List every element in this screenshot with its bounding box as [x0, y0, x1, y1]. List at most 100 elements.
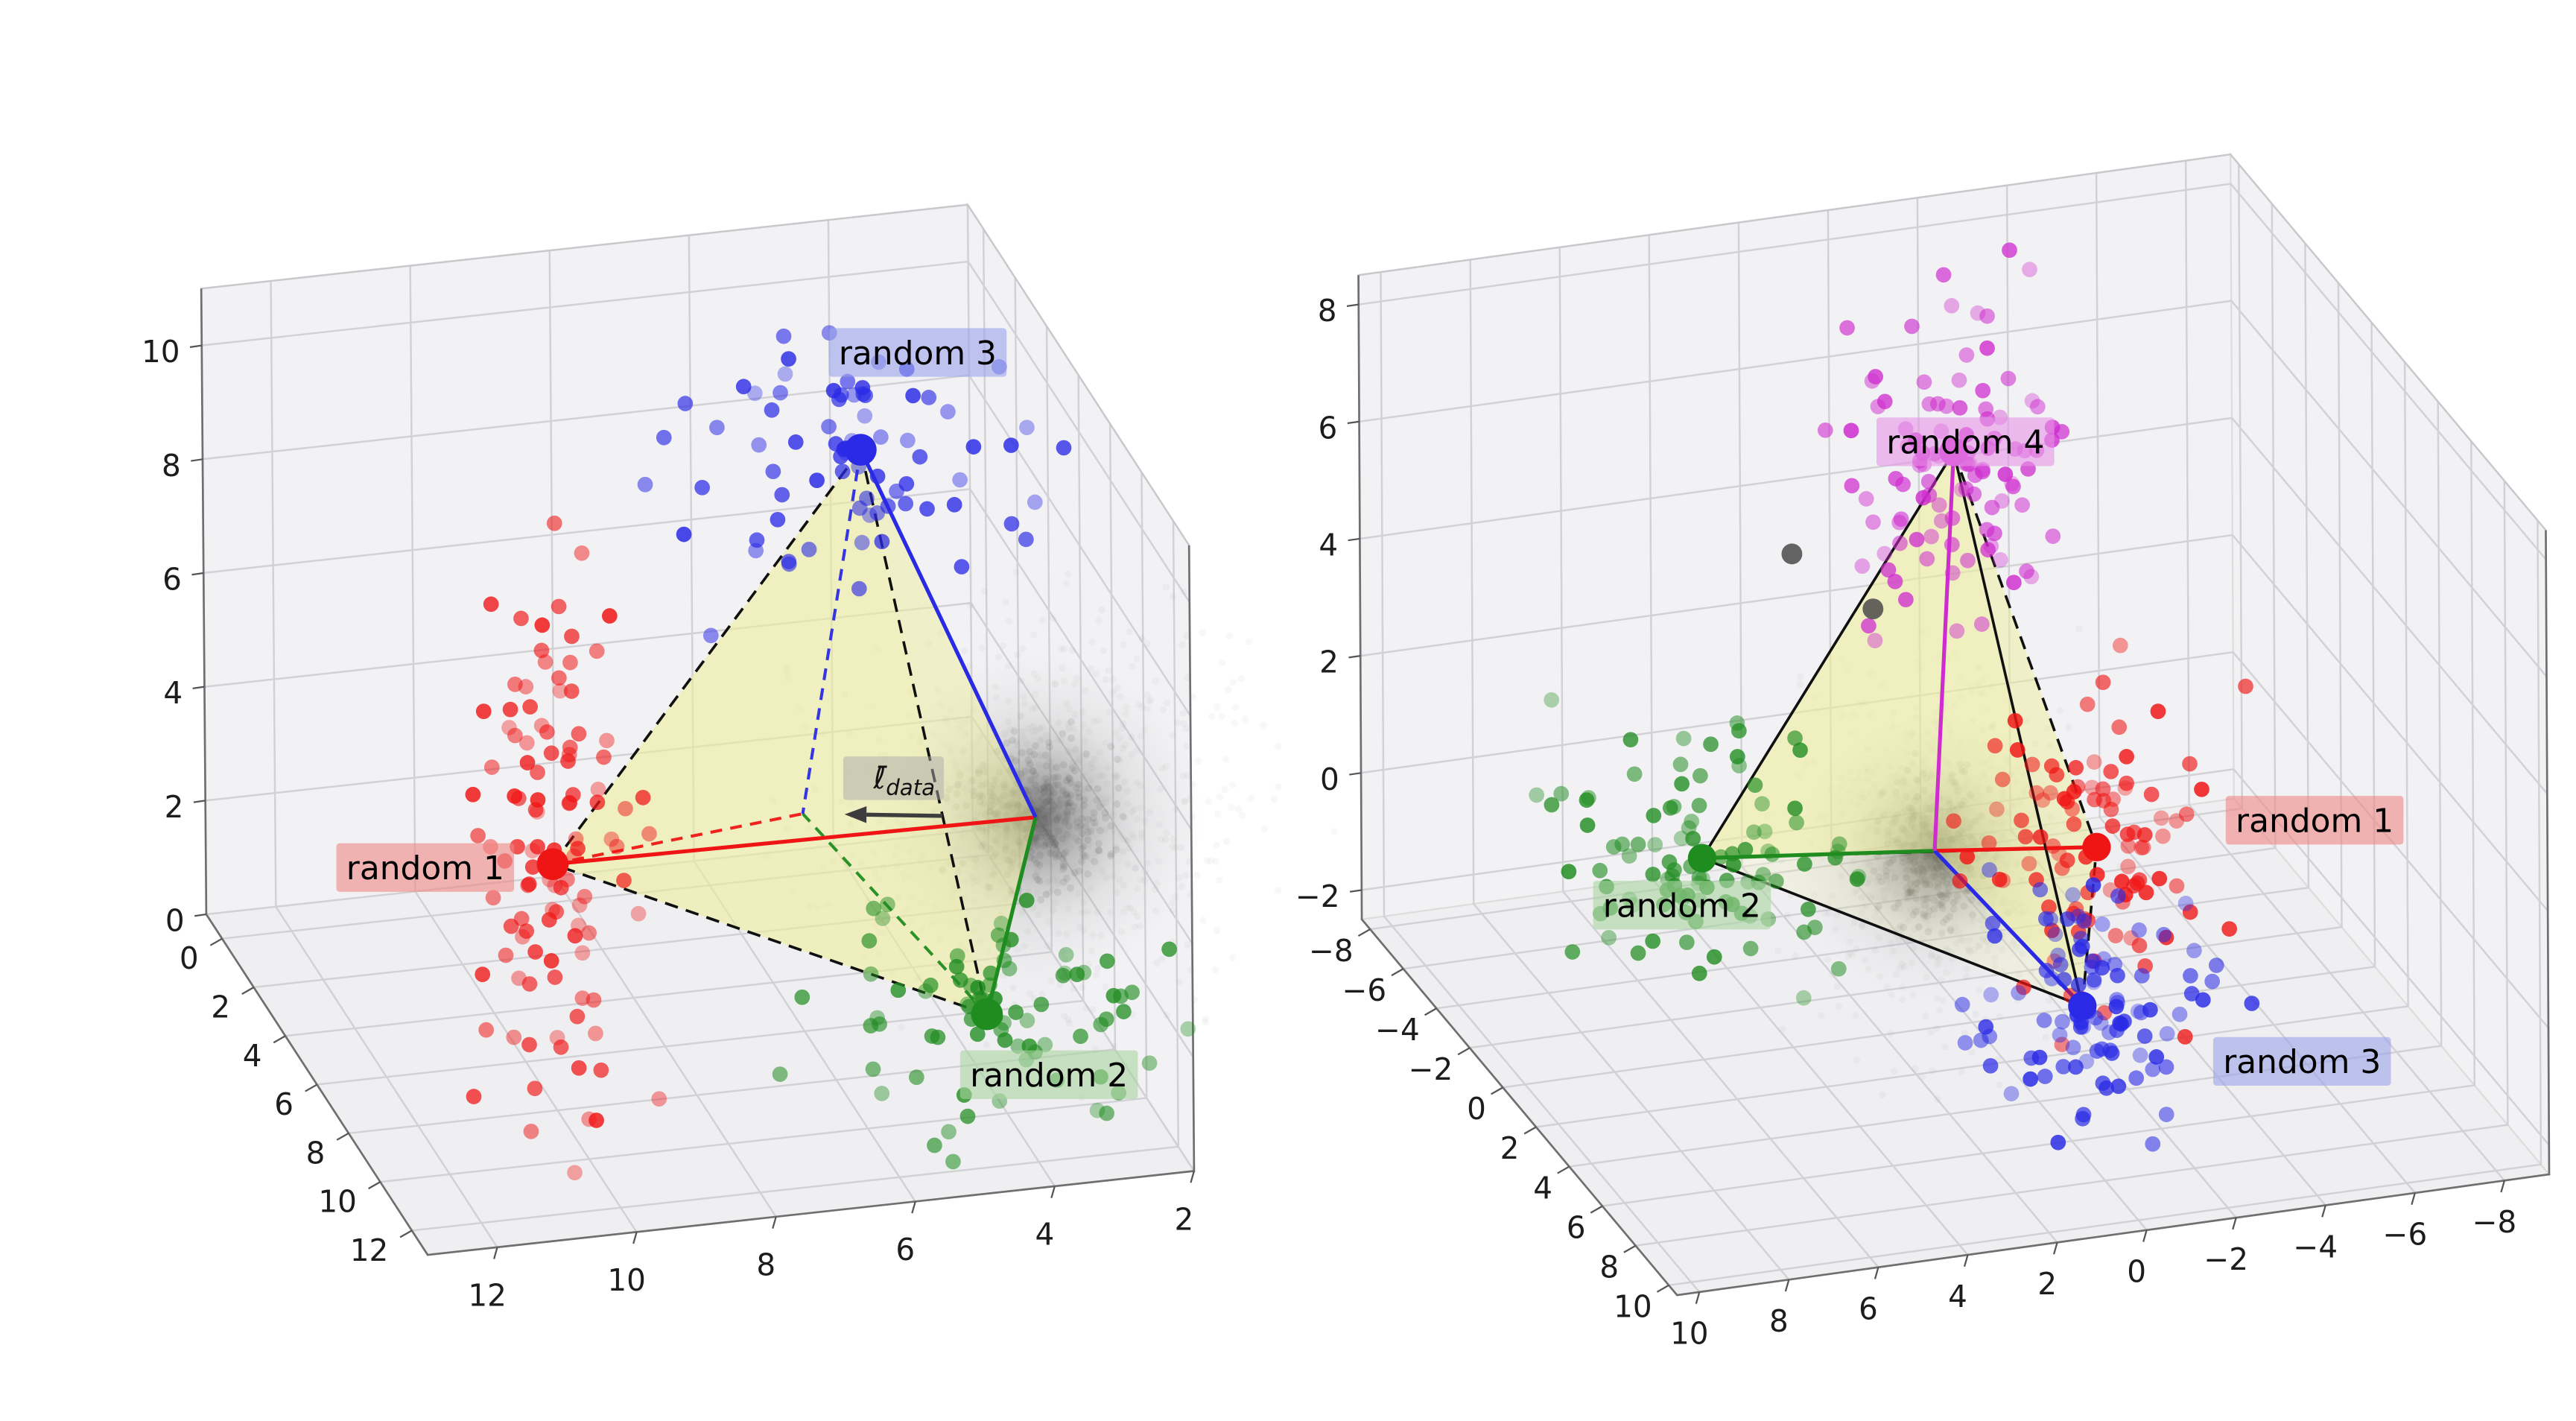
cloud-point: [1938, 867, 1947, 876]
cloud-point: [1865, 966, 1872, 973]
cloud-point: [1895, 899, 1903, 907]
scatter-point: [1645, 933, 1661, 949]
scatter-point: [2208, 958, 2224, 973]
cloud-point: [1163, 1011, 1170, 1019]
cloud-point: [1920, 852, 1928, 861]
tick-mark-z: [1348, 655, 1361, 659]
cloud-point: [1783, 911, 1791, 919]
cloud-point: [1961, 1030, 1969, 1037]
cloud-point: [1062, 838, 1070, 846]
cloud-point: [1067, 884, 1074, 892]
cloud-point: [1059, 861, 1067, 869]
cloud-point: [1047, 977, 1056, 985]
cloud-point: [1933, 1025, 1941, 1033]
scatter-point: [1010, 1038, 1027, 1054]
scatter-point: [1895, 476, 1911, 493]
cloud-point: [1231, 719, 1238, 727]
y-tick-label: 10: [318, 1184, 357, 1220]
cloud-point: [1904, 893, 1912, 902]
scatter-point: [511, 970, 527, 987]
scatter-point: [1997, 466, 2014, 482]
cloud-point: [1168, 899, 1176, 907]
cloud-point: [1859, 921, 1866, 928]
scatter-point: [581, 925, 597, 941]
scatter-point: [2056, 972, 2072, 987]
scatter-point: [530, 792, 546, 808]
cloud-point: [1181, 798, 1189, 806]
cloud-point: [1889, 947, 1897, 955]
scatter-point: [1830, 960, 1847, 977]
cloud-point: [1046, 773, 1054, 780]
cloud-point: [1030, 855, 1038, 864]
cloud-point: [2075, 625, 2083, 633]
cloud-point: [1977, 917, 1985, 924]
cloud-point: [1928, 864, 1936, 871]
cloud-point: [1912, 852, 1920, 860]
tick-mark-x: [1784, 1279, 1790, 1292]
cloud-point: [1943, 969, 1950, 977]
tick-mark-x: [1190, 1171, 1196, 1183]
cloud-point: [1964, 947, 1973, 955]
scatter-point: [2023, 1050, 2040, 1066]
cloud-point: [1925, 893, 1933, 901]
x-tick-label: 10: [1670, 1316, 1709, 1352]
cloud-point: [1917, 864, 1925, 872]
grid-line-x: [1380, 272, 1701, 1293]
cloud-point: [1062, 816, 1070, 824]
cloud-point: [1089, 931, 1097, 940]
cloud-point: [1069, 834, 1076, 842]
simplex-fill: [1701, 452, 2097, 1006]
x-tick-label: −4: [2293, 1229, 2338, 1265]
scatter-point: [2107, 956, 2123, 972]
cloud-point: [1085, 960, 1093, 968]
cloud-point: [1076, 806, 1085, 814]
cloud-point: [1155, 821, 1163, 829]
cloud-point: [1042, 781, 1050, 789]
scatter-point: [873, 429, 889, 445]
scatter-point: [1673, 830, 1690, 846]
cloud-point: [1005, 617, 1012, 625]
tick-mark-y: [1656, 1284, 1669, 1293]
scatter-point: [874, 1086, 890, 1101]
cloud-point: [1067, 779, 1075, 787]
scatter-point: [764, 402, 780, 418]
cloud-point: [1935, 955, 1943, 963]
grid-line-x: [1558, 247, 1879, 1268]
cloud-point: [1186, 794, 1194, 803]
cloud-point: [1101, 808, 1109, 817]
scatter-point: [940, 404, 956, 420]
cloud-point: [1084, 835, 1091, 842]
cloud-point: [1012, 757, 1020, 765]
scatter-point: [1069, 966, 1085, 982]
cloud-point: [1124, 860, 1132, 868]
cloud-point: [1088, 947, 1095, 955]
cloud-point: [1952, 940, 1961, 947]
y-tick-label: −6: [1342, 972, 1386, 1008]
z-tick-label: 4: [1319, 527, 1338, 563]
cloud-point: [1073, 784, 1081, 792]
scatter-point: [533, 718, 550, 734]
scatter-point: [908, 1069, 924, 1085]
cloud-point: [1915, 922, 1923, 931]
cloud-point: [1111, 771, 1119, 779]
scatter-point: [1161, 941, 1177, 958]
grid-line-y: [1535, 361, 2409, 1128]
cloud-point: [1999, 946, 2007, 954]
tick-mark-y: [305, 1083, 318, 1092]
cloud-point: [1818, 1012, 1825, 1019]
cloud-point: [1879, 893, 1888, 902]
tick-mark-x: [2142, 1229, 2148, 1242]
cloud-point: [1053, 773, 1060, 782]
cloud-point: [1920, 901, 1929, 909]
cloud-point: [1938, 928, 1946, 936]
cloud-point: [1131, 806, 1138, 814]
cloud-point: [1939, 863, 1947, 871]
scatter-point: [970, 980, 986, 996]
cloud-point: [1862, 902, 1870, 910]
scatter-point: [912, 449, 928, 465]
cloud-point: [1936, 890, 1944, 899]
cloud-point: [1927, 852, 1935, 860]
cluster-points-random-1: [465, 515, 667, 1181]
cloud-point: [1067, 749, 1075, 757]
